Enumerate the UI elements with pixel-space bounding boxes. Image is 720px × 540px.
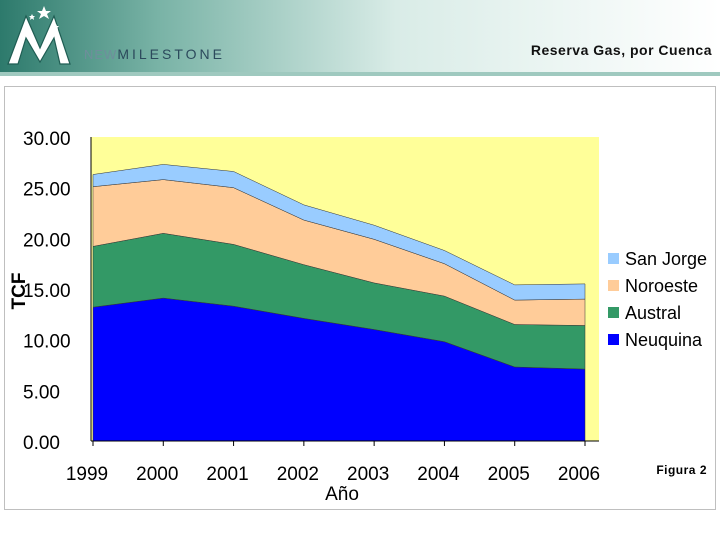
figure-label: Figura 2 — [656, 463, 707, 477]
brand-wordmark: NEWMILESTONE — [84, 46, 225, 62]
brand-name-text: MILESTONE — [117, 46, 225, 62]
header-banner: NEWMILESTONE Reserva Gas, por Cuenca — [0, 0, 720, 72]
x-tick-label: 2000 — [136, 464, 178, 485]
legend-label-austral: Austral — [625, 303, 681, 323]
y-axis-title: TCF — [9, 273, 30, 310]
x-tick-label: 1999 — [66, 464, 108, 485]
y-tick-label: 20.00 — [23, 230, 71, 251]
legend-label-neuquina: Neuquina — [625, 330, 703, 350]
legend-swatch-austral — [608, 307, 619, 318]
header-divider — [0, 72, 720, 76]
y-tick-label: 30.00 — [23, 129, 71, 150]
brand-new-text: NEW — [84, 47, 118, 62]
y-tick-label: 0.00 — [23, 433, 60, 454]
y-tick-label: 25.00 — [23, 180, 71, 201]
legend-label-noroeste: Noroeste — [625, 276, 698, 296]
x-tick-label: 2006 — [558, 464, 600, 485]
y-tick-label: 10.00 — [23, 332, 71, 353]
page-title: Reserva Gas, por Cuenca — [530, 42, 712, 58]
x-tick-label: 2002 — [277, 464, 319, 485]
milestone-logo-icon — [7, 6, 71, 65]
chart-frame: 0.00 5.00 10.00 15.00 20.00 25.00 30.00 1999 20… — [4, 86, 716, 510]
x-tick-label: 2005 — [488, 464, 530, 485]
x-tick-label: 2001 — [206, 464, 248, 485]
legend-swatch-neuquina — [608, 334, 619, 345]
legend-swatch-noroeste — [608, 280, 619, 291]
legend-label-san-jorge: San Jorge — [625, 249, 707, 269]
x-tick-label: 2003 — [347, 464, 389, 485]
x-tick-label: 2004 — [417, 464, 460, 485]
legend-swatch-san-jorge — [608, 253, 619, 264]
y-tick-label: 15.00 — [23, 281, 71, 302]
area-series-san-jorge — [92, 164, 586, 301]
x-axis-title: Año — [325, 484, 359, 505]
y-tick-label: 5.00 — [23, 382, 60, 403]
stacked-area-chart: 0.00 5.00 10.00 15.00 20.00 25.00 30.00 1999 20… — [9, 129, 707, 505]
